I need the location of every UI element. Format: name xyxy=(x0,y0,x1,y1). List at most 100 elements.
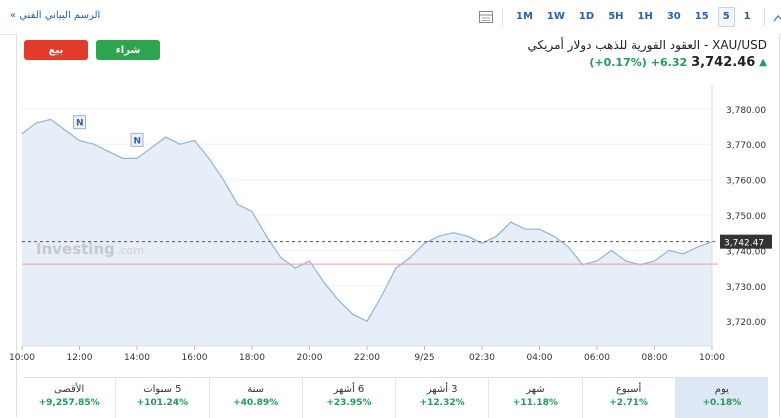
performance-cell[interactable]: سنة +40.89% xyxy=(210,378,303,418)
data-point xyxy=(553,235,555,237)
performance-cell[interactable]: شهر +11.18% xyxy=(489,378,583,418)
data-point xyxy=(265,235,267,237)
toolbar-divider xyxy=(763,8,765,26)
data-point xyxy=(697,246,699,248)
data-point xyxy=(21,132,23,135)
performance-value: +23.95% xyxy=(326,398,372,408)
price-summary: (+0.17%) +6.32 3,742.46 ▲ xyxy=(589,55,767,70)
performance-cell[interactable]: يوم +0.18% xyxy=(675,378,768,418)
timeframe-1d[interactable]: 1D xyxy=(578,11,595,22)
timeframe-selector: 1M 1W 1D 5H 1H 30 15 5 1 xyxy=(476,6,781,28)
news-marker[interactable] xyxy=(130,132,144,147)
performance-value: +2.71% xyxy=(609,398,648,408)
data-point xyxy=(452,232,454,234)
change-value: +6.32 xyxy=(650,56,688,69)
performance-bar: الأقصى +9,257.85% 5 سنوات +101.24% سنة +40.89… xyxy=(23,377,768,418)
performance-cell[interactable]: أسبوع +2.71% xyxy=(583,378,676,418)
y-tick-label: 3,740.00 xyxy=(726,247,766,257)
timeframe-15[interactable]: 15 xyxy=(694,11,709,22)
y-tick-label: 3,780.00 xyxy=(726,106,766,116)
current-price-label: 3,742.47 xyxy=(724,239,764,249)
table-view-icon[interactable] xyxy=(476,7,496,27)
data-point xyxy=(251,210,253,213)
x-tick-label: 02:30 xyxy=(469,353,495,363)
performance-period-label: شهر xyxy=(526,384,545,395)
performance-cell[interactable]: الأقصى +9,257.85% xyxy=(23,378,117,418)
timeframe-1m[interactable]: 1M xyxy=(516,11,533,22)
performance-cell[interactable]: 5 سنوات +101.24% xyxy=(116,378,210,418)
data-point xyxy=(150,147,152,149)
performance-period-label: 3 أشهر xyxy=(426,384,458,395)
data-point xyxy=(423,242,426,244)
y-tick-label: 3,750.00 xyxy=(726,212,766,222)
data-point xyxy=(237,203,239,205)
data-point xyxy=(107,150,109,152)
data-point xyxy=(596,260,598,262)
data-point xyxy=(467,235,469,237)
data-point xyxy=(510,221,512,223)
sell-button[interactable]: بيع xyxy=(24,40,88,60)
timeframe-5[interactable]: 5 xyxy=(717,7,735,27)
performance-cell[interactable]: 6 أشهر +23.95% xyxy=(303,378,396,418)
data-point xyxy=(524,228,526,230)
x-tick-label: 16:00 xyxy=(182,353,208,363)
buy-button[interactable]: شراء xyxy=(96,40,160,60)
timeframe-5h[interactable]: 5H xyxy=(608,11,624,22)
data-point xyxy=(280,256,282,259)
data-point xyxy=(50,118,52,121)
timeframe-1h[interactable]: 1H xyxy=(637,11,653,22)
news-marker-label[interactable]: N xyxy=(134,136,142,146)
toolbar-divider xyxy=(502,8,503,26)
data-point xyxy=(208,157,210,159)
data-point xyxy=(122,157,124,159)
x-tick-label: 14:00 xyxy=(124,353,150,363)
data-point xyxy=(337,299,339,301)
current-price-badge xyxy=(720,234,772,249)
x-tick-label: 10:00 xyxy=(699,353,725,363)
x-tick-label: 9/25 xyxy=(414,353,434,363)
performance-period-label: سنة xyxy=(247,384,264,395)
timeframe-30[interactable]: 30 xyxy=(666,11,681,22)
data-point xyxy=(165,136,167,138)
timeframe-1w[interactable]: 1W xyxy=(546,11,565,22)
data-point xyxy=(64,129,66,131)
data-point xyxy=(78,140,81,142)
technical-chart-link[interactable]: « الرسم البياني الفني xyxy=(10,10,101,21)
data-point xyxy=(610,249,612,252)
y-tick-label: 3,760.00 xyxy=(726,177,766,187)
x-tick-label: 06:00 xyxy=(584,353,610,363)
x-tick-label: 10:00 xyxy=(9,353,35,363)
performance-period-label: أسبوع xyxy=(615,384,642,395)
watermark-suffix: .com xyxy=(117,244,144,257)
news-marker-label[interactable]: N xyxy=(76,119,84,129)
data-point xyxy=(380,295,382,298)
data-point xyxy=(193,140,196,142)
change-percent: (+0.17%) xyxy=(589,56,647,69)
news-marker[interactable] xyxy=(73,115,86,130)
performance-value: +0.18% xyxy=(702,398,742,408)
data-point xyxy=(136,157,138,159)
price-chart[interactable]: 3,780.00 3,770.00 3,760.00 3,750.00 3,740.00… xyxy=(0,76,781,376)
data-point xyxy=(294,267,296,269)
performance-cell[interactable]: 3 أشهر +12.32% xyxy=(396,378,490,418)
timeframe-1[interactable]: 1 xyxy=(743,11,751,22)
chart-toolbar: « الرسم البياني الفني 1M 1W 1D 5H 1H 30 … xyxy=(0,0,781,35)
y-tick-label: 3,720.00 xyxy=(726,318,766,328)
performance-value: +101.24% xyxy=(136,398,189,408)
x-tick-label: 18:00 xyxy=(239,353,265,363)
x-tick-label: 20:00 xyxy=(297,353,323,363)
data-point xyxy=(481,242,483,244)
data-point xyxy=(323,281,325,283)
performance-period-label: الأقصى xyxy=(53,384,85,395)
up-arrow-icon: ▲ xyxy=(759,57,767,68)
data-point xyxy=(308,260,311,262)
x-tick-label: 12:00 xyxy=(67,353,93,363)
area-chart-icon[interactable] xyxy=(771,7,781,27)
data-point xyxy=(35,122,37,124)
data-point xyxy=(682,253,684,255)
data-point xyxy=(668,249,670,252)
x-tick-label: 08:00 xyxy=(642,353,668,363)
x-tick-label: 22:00 xyxy=(354,353,380,363)
data-point xyxy=(179,143,181,145)
performance-value: +11.18% xyxy=(512,398,558,408)
